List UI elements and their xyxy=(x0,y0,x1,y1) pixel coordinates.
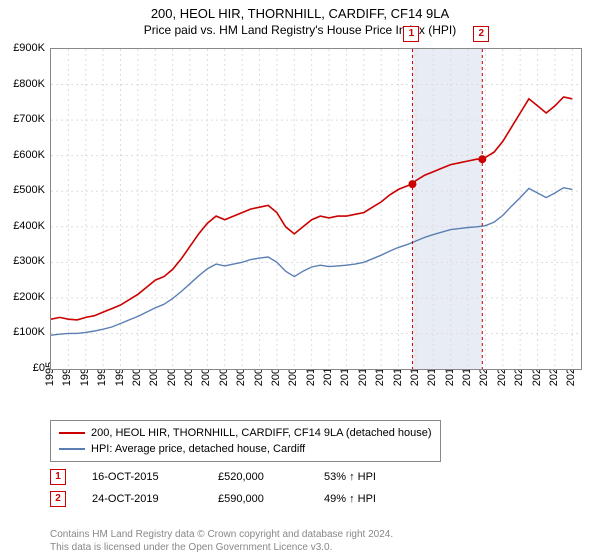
sales-list: 1 16-OCT-2015 £520,000 53% ↑ HPI 2 24-OCT-201… xyxy=(50,466,414,510)
y-tick-label: £600K xyxy=(13,149,45,161)
sale-date: 24-OCT-2019 xyxy=(92,493,192,505)
legend-label: HPI: Average price, detached house, Card… xyxy=(91,441,305,457)
sale-num-box: 2 xyxy=(50,491,66,507)
sale-marker-box: 2 xyxy=(473,26,489,42)
y-tick-label: £800K xyxy=(13,78,45,90)
y-tick-label: £100K xyxy=(13,326,45,338)
y-tick-label: £500K xyxy=(13,184,45,196)
sale-marker-box: 1 xyxy=(403,26,419,42)
footer-line-1: Contains HM Land Registry data © Crown c… xyxy=(50,528,393,541)
sale-row: 1 16-OCT-2015 £520,000 53% ↑ HPI xyxy=(50,466,414,488)
sale-price: £520,000 xyxy=(218,471,298,483)
sale-hpi: 49% ↑ HPI xyxy=(324,493,414,505)
chart-svg xyxy=(51,49,581,369)
footer-attribution: Contains HM Land Registry data © Crown c… xyxy=(50,528,393,554)
sale-num-box: 1 xyxy=(50,469,66,485)
sale-row: 2 24-OCT-2019 £590,000 49% ↑ HPI xyxy=(50,488,414,510)
legend-item: 200, HEOL HIR, THORNHILL, CARDIFF, CF14 … xyxy=(59,425,432,441)
y-tick-label: £900K xyxy=(13,42,45,54)
legend-swatch xyxy=(59,448,85,450)
legend: 200, HEOL HIR, THORNHILL, CARDIFF, CF14 … xyxy=(50,420,441,462)
sale-hpi: 53% ↑ HPI xyxy=(324,471,414,483)
footer-line-2: This data is licensed under the Open Gov… xyxy=(50,541,393,554)
chart-subtitle: Price paid vs. HM Land Registry's House … xyxy=(0,21,600,41)
y-tick-label: £300K xyxy=(13,255,45,267)
chart-title: 200, HEOL HIR, THORNHILL, CARDIFF, CF14 … xyxy=(0,0,600,21)
y-tick-label: £200K xyxy=(13,291,45,303)
sale-price: £590,000 xyxy=(218,493,298,505)
chart-plot-area xyxy=(50,48,582,370)
y-tick-label: £700K xyxy=(13,113,45,125)
sale-date: 16-OCT-2015 xyxy=(92,471,192,483)
legend-item: HPI: Average price, detached house, Card… xyxy=(59,441,432,457)
chart-container: 200, HEOL HIR, THORNHILL, CARDIFF, CF14 … xyxy=(0,0,600,560)
legend-swatch xyxy=(59,432,85,434)
legend-label: 200, HEOL HIR, THORNHILL, CARDIFF, CF14 … xyxy=(91,425,432,441)
y-tick-label: £400K xyxy=(13,220,45,232)
